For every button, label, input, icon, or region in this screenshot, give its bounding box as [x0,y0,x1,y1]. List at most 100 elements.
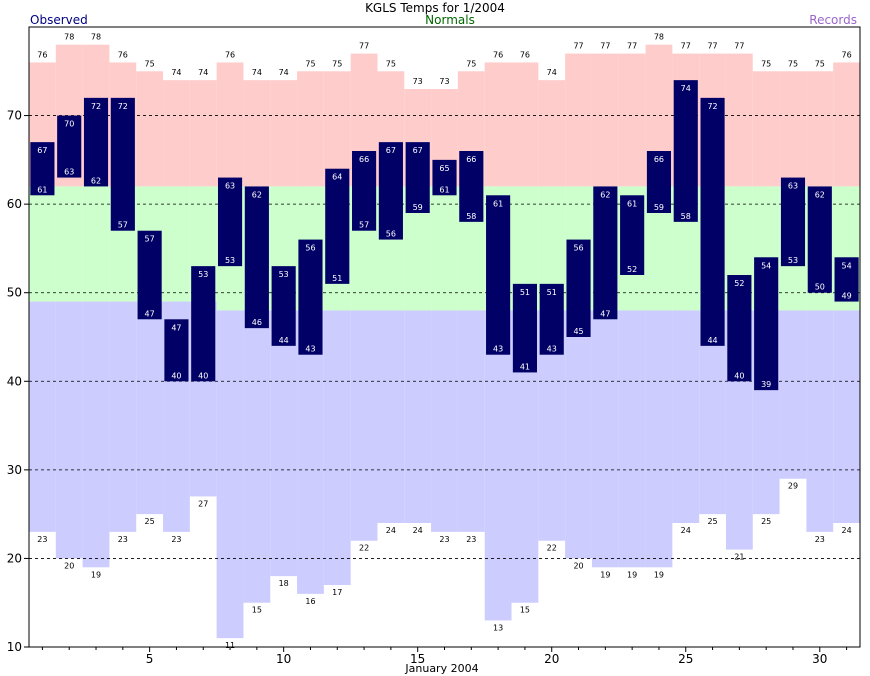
observed-high-label: 67 [386,146,396,155]
observed-high-label: 64 [332,173,342,182]
record-low-band [779,310,807,479]
plot-area: 76 23 78 20 78 19 76 23 75 25 74 23 74 27 76 11 74 15 74 18… [7,26,861,666]
record-low-label: 19 [600,570,610,579]
observed-low-label: 57 [359,221,369,230]
observed-high-label: 61 [493,199,503,208]
record-low-label: 23 [466,535,476,544]
observed-high-label: 62 [600,190,610,199]
record-low-band [645,310,673,568]
observed-bar [459,151,484,222]
observed-low-label: 40 [171,371,181,380]
record-high-label: 75 [145,59,155,68]
observed-bar [646,151,672,213]
record-low-label: 24 [681,526,691,535]
normal-band [29,186,56,302]
observed-low-label: 61 [37,185,47,194]
observed-high-label: 62 [252,190,262,199]
observed-bar [298,239,323,355]
record-high-band [216,62,244,187]
record-high-label: 74 [252,68,262,77]
observed-bar [405,142,430,213]
observed-bar [673,80,698,222]
observed-high-label: 54 [761,261,771,270]
observed-bar [83,97,109,187]
observed-bar [30,142,55,196]
y-tick-label: 60 [7,197,22,211]
observed-high-label: 47 [171,323,181,332]
record-low-label: 23 [37,535,47,544]
record-high-label: 75 [332,59,342,68]
observed-high-label: 66 [359,155,369,164]
observed-low-label: 58 [466,212,476,221]
observed-bar [780,177,806,267]
record-low-label: 23 [439,535,449,544]
record-high-label: 76 [493,50,503,59]
record-high-label: 74 [547,68,557,77]
observed-bar [378,142,403,240]
record-high-label: 77 [734,42,744,51]
record-low-band [591,310,619,568]
record-high-band [323,71,351,187]
observed-high-label: 72 [707,102,717,111]
observed-high-label: 67 [37,146,47,155]
record-high-band [189,80,217,187]
normal-band [55,186,83,302]
observed-high-label: 74 [681,84,691,93]
observed-high-label: 53 [198,270,208,279]
record-low-band [216,310,244,639]
x-tick-label: 10 [276,652,291,666]
observed-bar [593,186,618,320]
record-high-label: 74 [171,68,181,77]
observed-low-label: 47 [600,309,610,318]
record-low-label: 21 [734,553,744,562]
x-tick-label: 15 [410,652,425,666]
record-high-band [725,53,753,187]
observed-high-label: 54 [842,261,852,270]
observed-low-label: 52 [627,265,637,274]
observed-low-label: 62 [91,176,101,185]
observed-low-label: 44 [707,336,717,345]
y-tick-label: 20 [7,551,22,565]
observed-high-label: 53 [279,270,289,279]
observed-high-label: 61 [627,199,637,208]
observed-high-label: 70 [64,120,74,129]
observed-bar [700,97,725,346]
observed-bar [110,97,135,231]
record-low-band [297,310,324,594]
x-tick-label: 25 [678,652,693,666]
record-high-band [591,53,619,187]
y-tick-label: 10 [7,640,22,654]
record-high-label: 75 [788,59,798,68]
record-low-band [404,310,432,523]
record-high-label: 75 [761,59,771,68]
x-tick-label: 20 [544,652,559,666]
observed-high-label: 57 [145,235,155,244]
observed-high-label: 72 [91,102,101,111]
record-low-label: 19 [654,570,664,579]
record-high-label: 77 [573,42,583,51]
record-low-label: 13 [493,623,503,632]
observed-high-label: 67 [413,146,423,155]
record-low-band [806,310,834,532]
observed-low-label: 44 [279,336,289,345]
x-tick-label: 30 [812,652,827,666]
legend-normals: Normals [425,13,475,27]
observed-high-label: 72 [118,102,128,111]
y-tick-label: 40 [7,374,22,388]
record-high-label: 76 [842,50,852,59]
observed-bar [164,319,189,382]
normal-band [82,186,110,302]
record-high-label: 78 [64,33,74,42]
record-low-band [243,310,271,603]
observed-low-label: 63 [64,168,74,177]
record-high-band [538,80,566,187]
observed-low-label: 45 [573,327,583,336]
record-high-label: 76 [118,50,128,59]
observed-bar [566,239,591,337]
observed-bar [486,195,511,355]
observed-low-label: 46 [252,318,262,327]
observed-low-label: 59 [654,203,664,212]
record-high-band [270,80,298,187]
record-high-band [484,62,512,187]
